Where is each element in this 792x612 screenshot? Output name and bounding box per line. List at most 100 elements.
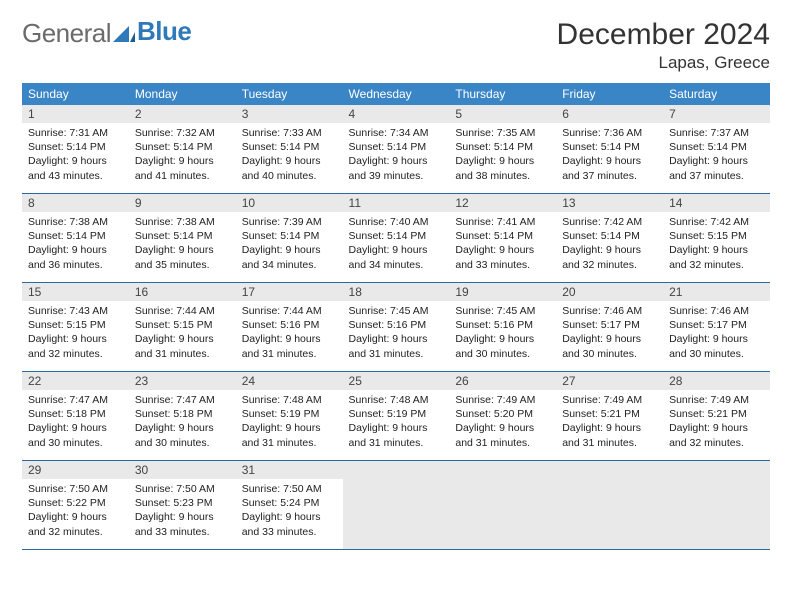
day-sunset: Sunset: 5:14 PM [349,140,444,154]
day-cell: 3Sunrise: 7:33 AMSunset: 5:14 PMDaylight… [236,105,343,194]
day-daylight2: and 36 minutes. [28,258,123,272]
day-daylight2: and 37 minutes. [562,169,657,183]
day-number: 13 [556,194,663,212]
day-number: 19 [449,283,556,301]
week-row: 15Sunrise: 7:43 AMSunset: 5:15 PMDayligh… [22,283,770,372]
day-daylight1: Daylight: 9 hours [135,243,230,257]
day-sunrise: Sunrise: 7:38 AM [28,215,123,229]
day-daylight2: and 30 minutes. [562,347,657,361]
day-sunset: Sunset: 5:14 PM [562,140,657,154]
day-cell [343,461,450,550]
day-body: Sunrise: 7:38 AMSunset: 5:14 PMDaylight:… [22,212,129,276]
day-daylight2: and 32 minutes. [28,525,123,539]
day-number: 11 [343,194,450,212]
day-sunset: Sunset: 5:18 PM [28,407,123,421]
day-body: Sunrise: 7:39 AMSunset: 5:14 PMDaylight:… [236,212,343,276]
title-block: December 2024 Lapas, Greece [557,18,770,73]
day-cell: 1Sunrise: 7:31 AMSunset: 5:14 PMDaylight… [22,105,129,194]
day-number: 20 [556,283,663,301]
day-sunrise: Sunrise: 7:49 AM [455,393,550,407]
day-number: 30 [129,461,236,479]
day-cell: 5Sunrise: 7:35 AMSunset: 5:14 PMDaylight… [449,105,556,194]
day-sunset: Sunset: 5:14 PM [455,229,550,243]
day-sunrise: Sunrise: 7:41 AM [455,215,550,229]
weekday-header: Friday [556,83,663,105]
day-body: Sunrise: 7:48 AMSunset: 5:19 PMDaylight:… [343,390,450,454]
day-daylight1: Daylight: 9 hours [562,154,657,168]
day-daylight1: Daylight: 9 hours [28,421,123,435]
day-number: 22 [22,372,129,390]
day-daylight1: Daylight: 9 hours [349,243,444,257]
day-sunrise: Sunrise: 7:39 AM [242,215,337,229]
logo-text-blue: Blue [137,16,191,46]
day-daylight1: Daylight: 9 hours [349,421,444,435]
day-sunset: Sunset: 5:21 PM [669,407,764,421]
day-body: Sunrise: 7:50 AMSunset: 5:24 PMDaylight:… [236,479,343,543]
day-cell: 24Sunrise: 7:48 AMSunset: 5:19 PMDayligh… [236,372,343,461]
day-number: 31 [236,461,343,479]
week-row: 8Sunrise: 7:38 AMSunset: 5:14 PMDaylight… [22,194,770,283]
day-daylight1: Daylight: 9 hours [562,243,657,257]
day-cell: 8Sunrise: 7:38 AMSunset: 5:14 PMDaylight… [22,194,129,283]
day-daylight1: Daylight: 9 hours [135,510,230,524]
day-daylight1: Daylight: 9 hours [669,421,764,435]
day-daylight1: Daylight: 9 hours [455,332,550,346]
day-sunset: Sunset: 5:16 PM [455,318,550,332]
day-cell: 27Sunrise: 7:49 AMSunset: 5:21 PMDayligh… [556,372,663,461]
day-daylight2: and 33 minutes. [455,258,550,272]
day-cell: 26Sunrise: 7:49 AMSunset: 5:20 PMDayligh… [449,372,556,461]
day-sunrise: Sunrise: 7:38 AM [135,215,230,229]
day-sunset: Sunset: 5:14 PM [562,229,657,243]
day-number: 14 [663,194,770,212]
day-cell: 7Sunrise: 7:37 AMSunset: 5:14 PMDaylight… [663,105,770,194]
day-daylight1: Daylight: 9 hours [669,243,764,257]
day-sunrise: Sunrise: 7:50 AM [242,482,337,496]
day-sunrise: Sunrise: 7:40 AM [349,215,444,229]
day-cell: 10Sunrise: 7:39 AMSunset: 5:14 PMDayligh… [236,194,343,283]
day-cell: 25Sunrise: 7:48 AMSunset: 5:19 PMDayligh… [343,372,450,461]
day-cell: 6Sunrise: 7:36 AMSunset: 5:14 PMDaylight… [556,105,663,194]
weekday-header: Sunday [22,83,129,105]
day-sunset: Sunset: 5:20 PM [455,407,550,421]
location: Lapas, Greece [557,53,770,73]
day-cell [663,461,770,550]
day-sunset: Sunset: 5:23 PM [135,496,230,510]
day-daylight1: Daylight: 9 hours [135,154,230,168]
day-body: Sunrise: 7:41 AMSunset: 5:14 PMDaylight:… [449,212,556,276]
day-daylight1: Daylight: 9 hours [562,421,657,435]
weekday-header: Saturday [663,83,770,105]
weekday-header: Monday [129,83,236,105]
day-sunset: Sunset: 5:21 PM [562,407,657,421]
day-sunset: Sunset: 5:24 PM [242,496,337,510]
day-cell: 20Sunrise: 7:46 AMSunset: 5:17 PMDayligh… [556,283,663,372]
day-body: Sunrise: 7:35 AMSunset: 5:14 PMDaylight:… [449,123,556,187]
day-number: 27 [556,372,663,390]
logo: General Blue [22,18,191,49]
day-sunrise: Sunrise: 7:45 AM [455,304,550,318]
day-daylight1: Daylight: 9 hours [669,332,764,346]
day-body: Sunrise: 7:50 AMSunset: 5:23 PMDaylight:… [129,479,236,543]
day-number: 3 [236,105,343,123]
day-cell: 16Sunrise: 7:44 AMSunset: 5:15 PMDayligh… [129,283,236,372]
day-daylight2: and 43 minutes. [28,169,123,183]
day-daylight2: and 30 minutes. [669,347,764,361]
day-sunset: Sunset: 5:17 PM [562,318,657,332]
day-sunset: Sunset: 5:14 PM [28,140,123,154]
day-daylight2: and 32 minutes. [669,436,764,450]
week-row: 22Sunrise: 7:47 AMSunset: 5:18 PMDayligh… [22,372,770,461]
day-sunrise: Sunrise: 7:47 AM [135,393,230,407]
weekday-header: Wednesday [343,83,450,105]
day-body: Sunrise: 7:45 AMSunset: 5:16 PMDaylight:… [343,301,450,365]
day-body: Sunrise: 7:50 AMSunset: 5:22 PMDaylight:… [22,479,129,543]
day-cell: 30Sunrise: 7:50 AMSunset: 5:23 PMDayligh… [129,461,236,550]
day-daylight1: Daylight: 9 hours [349,332,444,346]
day-sunset: Sunset: 5:14 PM [135,229,230,243]
day-body: Sunrise: 7:42 AMSunset: 5:15 PMDaylight:… [663,212,770,276]
day-daylight1: Daylight: 9 hours [669,154,764,168]
day-daylight1: Daylight: 9 hours [349,154,444,168]
day-body: Sunrise: 7:47 AMSunset: 5:18 PMDaylight:… [129,390,236,454]
day-daylight2: and 34 minutes. [242,258,337,272]
day-sunset: Sunset: 5:14 PM [135,140,230,154]
day-sunrise: Sunrise: 7:32 AM [135,126,230,140]
day-cell: 14Sunrise: 7:42 AMSunset: 5:15 PMDayligh… [663,194,770,283]
